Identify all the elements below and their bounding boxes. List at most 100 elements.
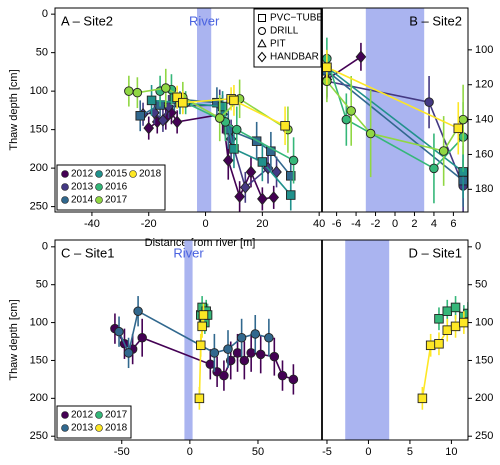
panel-title: A – Site2 [61,13,113,28]
legend-label: 2012 [71,410,94,421]
x-tick-label: 4 [431,218,437,230]
x-tick-label: -4 [351,218,361,230]
river-band [345,240,390,440]
legend-box [56,405,132,439]
x-tick-label: -6 [332,218,342,230]
legend-symbol [61,196,69,204]
x-tick-label: 0 [365,446,371,458]
data-point [264,332,274,343]
river-label: River [173,245,204,260]
legend-symbol [61,424,69,432]
legend-symbol [258,14,266,22]
x-tick-label: 5 [407,446,413,458]
legend-symbol [129,170,137,178]
y-axis-label: Thaw depth [cm] [8,69,20,150]
y-tick-label: 0 [42,241,48,253]
y-tick-label: 50 [475,279,487,291]
river-label: River [189,13,220,28]
data-point [288,155,299,166]
legend-label: 2018 [105,423,128,434]
data-point [450,321,461,332]
data-point [250,329,260,339]
data-point [257,157,268,167]
data-point [355,50,367,64]
series-line [326,58,464,170]
legend-symbol [257,38,267,48]
data-point [277,370,288,381]
x-tick-label: 50 [252,446,264,458]
data-point [229,95,239,106]
data-point [442,325,453,335]
series-line [326,66,459,130]
data-point [229,144,239,154]
data-point [458,114,468,125]
legend-symbol [95,170,103,178]
data-point [442,306,453,316]
legend-symbol [257,51,267,63]
plot-area [110,240,299,440]
data-point [424,97,434,107]
legend-label: HANDBAR [270,52,319,63]
y-tick-label: 100 [475,316,493,328]
y-tick-label: 150 [30,124,48,136]
legend-label: 2018 [139,169,162,180]
data-point [255,349,266,360]
data-point [219,370,229,381]
legend-symbol [95,411,103,419]
y-tick-label: 150 [475,354,493,366]
y-tick-label: 100 [30,316,48,328]
data-point [434,314,444,324]
x-tick-label: 2 [411,218,417,230]
x-tick-label: -50 [114,446,130,458]
data-point [453,123,464,134]
data-point [429,163,439,174]
data-point [257,192,268,206]
legend-symbol [61,183,69,191]
legend-label: 2013 [71,423,94,434]
data-point [434,339,444,349]
legend-symbol [61,411,69,419]
y-tick-label: 150 [30,354,48,366]
data-point [232,124,242,135]
y-tick-label: 140 [475,113,493,125]
data-point [288,374,299,385]
panel-title: C – Site1 [61,245,114,260]
data-point [239,355,250,366]
data-point [223,344,233,354]
y-tick-label: 100 [30,85,48,97]
y-tick-label: 0 [42,8,48,20]
x-tick-label: 20 [256,218,268,230]
data-point [124,86,134,96]
data-point [196,340,206,351]
data-point [346,106,356,116]
data-point [322,62,332,73]
y-tick-label: 180 [475,183,493,195]
data-point [234,190,245,203]
data-point [209,348,220,358]
x-tick-label: -2 [371,218,381,230]
legend-label: DRILL [270,26,299,37]
y-axis-label: Thaw depth [cm] [8,299,20,380]
x-tick-label: 6 [450,218,456,230]
y-tick-label: 250 [30,201,48,213]
data-point [157,114,169,127]
data-point [365,128,376,139]
data-point [161,83,171,93]
legend-label: 2016 [105,182,128,193]
y-tick-label: 120 [475,79,493,91]
data-point [172,92,182,103]
x-tick-label: 0 [392,218,398,230]
y-tick-label: 200 [30,392,48,404]
panel-title: B – Site2 [409,13,462,28]
y-tick-label: 100 [475,44,493,56]
data-point [137,332,147,343]
x-tick-label: 0 [187,446,193,458]
data-point [425,340,436,351]
y-tick-label: 250 [30,430,48,442]
legend-symbol [95,196,103,204]
legend-label: 2012 [71,169,94,180]
data-point [438,146,449,156]
legend-box [56,164,166,211]
y-tick-label: 50 [36,279,48,291]
